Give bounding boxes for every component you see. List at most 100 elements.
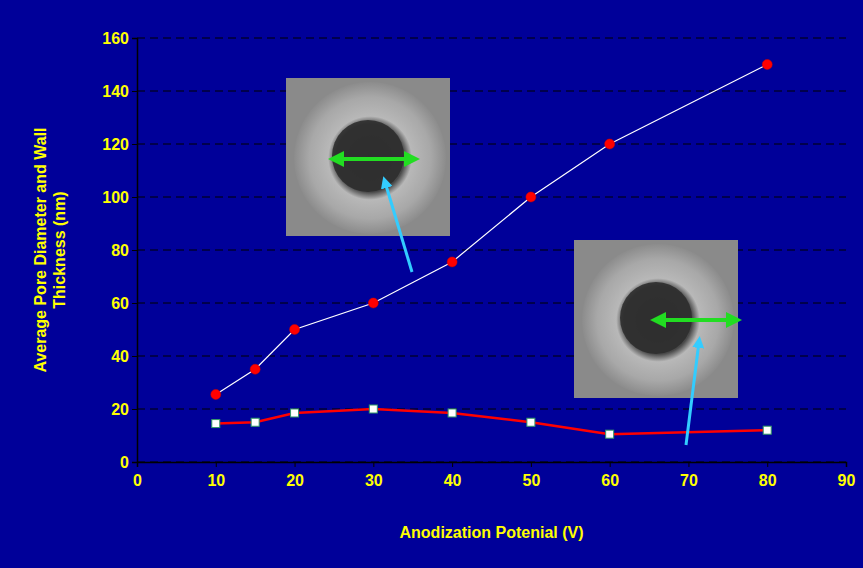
- marker: [212, 420, 220, 428]
- tick: 80: [759, 462, 777, 489]
- tick-label: 160: [102, 30, 129, 47]
- tick-mark: [688, 462, 689, 467]
- tick-mark: [132, 250, 137, 251]
- tick: 140: [102, 83, 137, 100]
- tick-label: 100: [102, 189, 129, 206]
- marker: [762, 60, 772, 70]
- tick: 20: [111, 401, 137, 418]
- series-line: [216, 409, 767, 434]
- tick-label: 20: [111, 401, 129, 418]
- marker: [763, 426, 771, 434]
- tick: 50: [522, 462, 540, 489]
- tick-mark: [846, 462, 847, 467]
- tick-label: 0: [120, 454, 129, 471]
- tick-mark: [132, 303, 137, 304]
- tick-mark: [373, 462, 374, 467]
- tick-label: 80: [759, 472, 777, 489]
- chart: 0 10 20 30 40 50 60 70 80 90 0 20 40 60 80 100 120 140 160…: [0, 0, 863, 568]
- tick-mark: [767, 462, 768, 467]
- marker: [368, 298, 378, 308]
- x-axis: 0 10 20 30 40 50 60 70 80 90: [133, 462, 855, 489]
- inset-bg: [574, 240, 738, 398]
- tick-mark: [132, 409, 137, 410]
- tick: 40: [111, 348, 137, 365]
- marker: [250, 364, 260, 374]
- tick-mark: [531, 462, 532, 467]
- inset-hole: [332, 120, 404, 192]
- grid-line: [137, 197, 846, 198]
- marker: [369, 405, 377, 413]
- tick-mark: [132, 91, 137, 92]
- pointer-arrow: [686, 342, 699, 445]
- tick-mark: [132, 197, 137, 198]
- tick: 90: [838, 462, 856, 489]
- tick-label: 60: [601, 472, 619, 489]
- tick: 160: [102, 30, 137, 47]
- marker: [290, 325, 300, 335]
- tick-label: 90: [838, 472, 856, 489]
- y-axis-title-line: Average Pore Diameter and Wall: [32, 127, 49, 372]
- plot: 0 10 20 30 40 50 60 70 80 90 0 20 40 60 80 100 120 140 160: [102, 30, 855, 489]
- grid-line: [137, 91, 846, 92]
- tick-mark: [452, 462, 453, 467]
- grid-line: [137, 38, 846, 39]
- grid-line: [137, 303, 846, 304]
- tick-label: 50: [522, 472, 540, 489]
- tick-mark: [132, 38, 137, 39]
- marker: [527, 418, 535, 426]
- tick-mark: [216, 462, 217, 467]
- tick-label: 30: [365, 472, 383, 489]
- y-axis-title: Average Pore Diameter and WallThickness …: [32, 127, 68, 372]
- tick: 80: [111, 242, 137, 259]
- inset-image: [286, 78, 450, 236]
- tick-mark: [132, 356, 137, 357]
- tick-label: 140: [102, 83, 129, 100]
- inset-pore: [294, 82, 446, 234]
- marker: [251, 418, 259, 426]
- dimension-arrow: [658, 318, 734, 322]
- axis-line: [132, 39, 138, 463]
- axis-line: [138, 463, 847, 468]
- marker: [211, 389, 221, 399]
- tick: 60: [601, 462, 619, 489]
- marker: [448, 409, 456, 417]
- grid-line: [137, 356, 846, 357]
- grid-line: [137, 144, 846, 145]
- tick: 120: [102, 136, 137, 153]
- tick-label: 40: [111, 348, 129, 365]
- tick: 10: [207, 462, 225, 489]
- dimension-arrow: [336, 157, 412, 161]
- tick-label: 60: [111, 295, 129, 312]
- pointer-arrow: [385, 182, 412, 272]
- tick-label: 40: [444, 472, 462, 489]
- tick-label: 0: [133, 472, 142, 489]
- grid-line: [137, 409, 846, 410]
- tick-mark: [295, 462, 296, 467]
- tick: 70: [680, 462, 698, 489]
- marker: [605, 139, 615, 149]
- tick: 0: [120, 454, 137, 471]
- inset-image: [574, 240, 738, 398]
- y-axis-title-line: Thickness (nm): [51, 191, 68, 308]
- tick: 60: [111, 295, 137, 312]
- grid-line: [137, 250, 846, 251]
- tick-mark: [132, 144, 137, 145]
- tick: 20: [286, 462, 304, 489]
- marker: [447, 257, 457, 267]
- inset-pore: [582, 244, 734, 396]
- grid: [137, 38, 846, 462]
- tick-label: 120: [102, 136, 129, 153]
- tick-label: 10: [207, 472, 225, 489]
- tick: 100: [102, 189, 137, 206]
- tick-label: 70: [680, 472, 698, 489]
- y-axis: 0 20 40 60 80 100 120 140 160: [102, 30, 137, 471]
- x-axis-title: Anodization Potenial (V): [400, 524, 584, 541]
- background: [0, 0, 863, 568]
- marker: [606, 430, 614, 438]
- tick-label: 20: [286, 472, 304, 489]
- tick-label: 80: [111, 242, 129, 259]
- tick: 0: [133, 462, 142, 489]
- marks: [211, 60, 772, 439]
- tick: 30: [365, 462, 383, 489]
- tick-mark: [132, 462, 137, 463]
